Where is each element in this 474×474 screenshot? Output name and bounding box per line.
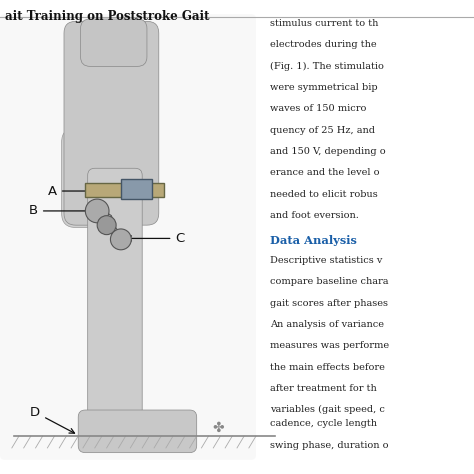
- Text: quency of 25 Hz, and: quency of 25 Hz, and: [270, 126, 375, 135]
- Text: and foot eversion.: and foot eversion.: [270, 211, 359, 220]
- Text: waves of 150 micro: waves of 150 micro: [270, 104, 366, 113]
- Text: C: C: [127, 232, 185, 245]
- Text: electrodes during the: electrodes during the: [270, 40, 377, 49]
- Text: Data Analysis: Data Analysis: [270, 235, 357, 246]
- Text: measures was performe: measures was performe: [270, 341, 389, 350]
- Text: were symmetrical bip: were symmetrical bip: [270, 83, 378, 92]
- Text: A: A: [48, 184, 117, 198]
- Text: ait Training on Poststroke Gait: ait Training on Poststroke Gait: [5, 10, 209, 23]
- Text: (Fig. 1). The stimulatio: (Fig. 1). The stimulatio: [270, 62, 384, 71]
- FancyBboxPatch shape: [0, 14, 256, 460]
- FancyBboxPatch shape: [64, 21, 159, 225]
- Circle shape: [97, 216, 116, 235]
- Circle shape: [85, 199, 109, 223]
- Text: after treatment for th: after treatment for th: [270, 384, 377, 393]
- Bar: [121, 179, 152, 199]
- FancyBboxPatch shape: [81, 19, 147, 66]
- Text: swing phase, duration o: swing phase, duration o: [270, 441, 389, 450]
- Text: erance and the level o: erance and the level o: [270, 168, 380, 177]
- Text: ✤: ✤: [212, 420, 224, 434]
- Text: An analysis of variance: An analysis of variance: [270, 320, 384, 329]
- Text: and 150 V, depending o: and 150 V, depending o: [270, 147, 386, 156]
- Text: cadence, cycle length: cadence, cycle length: [270, 419, 377, 428]
- Text: the main effects before: the main effects before: [270, 363, 385, 372]
- FancyBboxPatch shape: [62, 128, 118, 228]
- Text: Descriptive statistics v: Descriptive statistics v: [270, 256, 383, 265]
- FancyBboxPatch shape: [78, 410, 197, 453]
- Text: compare baseline chara: compare baseline chara: [270, 277, 389, 286]
- Text: D: D: [30, 406, 74, 433]
- Text: variables (gait speed, c: variables (gait speed, c: [270, 405, 385, 414]
- Text: stimulus current to th: stimulus current to th: [270, 19, 379, 28]
- Text: B: B: [29, 204, 95, 218]
- Text: needed to elicit robus: needed to elicit robus: [270, 190, 378, 199]
- Circle shape: [110, 229, 131, 250]
- Text: gait scores after phases: gait scores after phases: [270, 299, 388, 308]
- Bar: [85, 183, 164, 197]
- FancyBboxPatch shape: [88, 168, 142, 443]
